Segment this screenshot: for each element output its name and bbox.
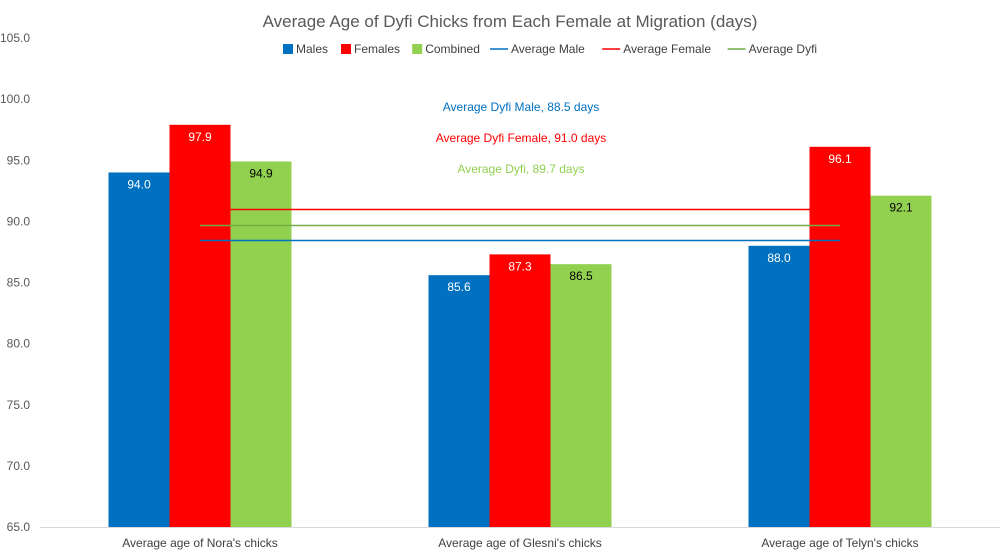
chart-title: Average Age of Dyfi Chicks from Each Fem… bbox=[263, 12, 758, 31]
bar-value-label: 87.3 bbox=[508, 259, 532, 273]
legend-swatch bbox=[412, 44, 423, 54]
bar-females bbox=[809, 146, 871, 528]
y-tick-label: 80.0 bbox=[7, 337, 31, 351]
bar-value-label: 92.1 bbox=[889, 201, 913, 215]
annotations: Average Dyfi Male, 88.5 days Average Dyfi… bbox=[436, 100, 607, 176]
category-label: Average age of Nora's chicks bbox=[122, 536, 277, 550]
y-axis: 65.0 70.0 75.0 80.0 85.0 90.0 95.0 100.0 105.0 bbox=[0, 31, 1000, 534]
y-tick-label: 70.0 bbox=[7, 459, 31, 473]
bars: 94.0 97.9 94.9 85.6 87.3 86.5 88.0 96.1 92.1 bbox=[108, 124, 932, 528]
bar-combined bbox=[870, 195, 932, 527]
bar-value-label: 88.0 bbox=[767, 251, 791, 265]
legend-label: Females bbox=[354, 42, 400, 56]
bar-females bbox=[489, 254, 551, 527]
bar-females bbox=[169, 124, 231, 528]
legend-label: Combined bbox=[425, 42, 480, 56]
y-tick-label: 85.0 bbox=[7, 276, 31, 290]
y-tick-label: 95.0 bbox=[7, 153, 31, 167]
x-axis: Average age of Nora's chicks Average age … bbox=[122, 536, 918, 550]
legend-label: Average Female bbox=[623, 42, 711, 56]
legend-swatch bbox=[341, 44, 351, 54]
y-tick-label: 65.0 bbox=[7, 520, 31, 534]
y-tick-label: 90.0 bbox=[7, 214, 31, 228]
legend-label: Average Dyfi bbox=[749, 42, 817, 56]
legend-label: Average Male bbox=[511, 42, 585, 56]
category-label: Average age of Telyn's chicks bbox=[761, 536, 918, 550]
annotation-label: Average Dyfi Female, 91.0 days bbox=[436, 131, 607, 145]
average-lines bbox=[200, 208, 840, 242]
legend: Males Females Combined Average Male Average … bbox=[283, 42, 817, 56]
bar-value-label: 86.5 bbox=[569, 269, 593, 283]
bar-value-label: 96.1 bbox=[828, 152, 852, 166]
bar-value-label: 94.9 bbox=[249, 166, 273, 180]
bar-value-label: 85.6 bbox=[447, 280, 471, 294]
annotation-label: Average Dyfi, 89.7 days bbox=[457, 162, 584, 176]
y-tick-label: 75.0 bbox=[7, 398, 31, 412]
category-label: Average age of Glesni's chicks bbox=[438, 536, 602, 550]
bar-males bbox=[748, 245, 810, 527]
bar-value-label: 97.9 bbox=[188, 130, 212, 144]
bar-males bbox=[108, 172, 170, 527]
y-tick-label: 105.0 bbox=[0, 31, 30, 45]
legend-swatch bbox=[283, 44, 293, 54]
bar-value-label: 94.0 bbox=[127, 177, 151, 191]
legend-label: Males bbox=[296, 42, 328, 56]
bar-males bbox=[428, 275, 490, 527]
bar-combined bbox=[550, 264, 612, 527]
annotation-label: Average Dyfi Male, 88.5 days bbox=[443, 100, 600, 114]
bar-combined bbox=[230, 161, 292, 527]
y-tick-label: 100.0 bbox=[0, 92, 30, 106]
